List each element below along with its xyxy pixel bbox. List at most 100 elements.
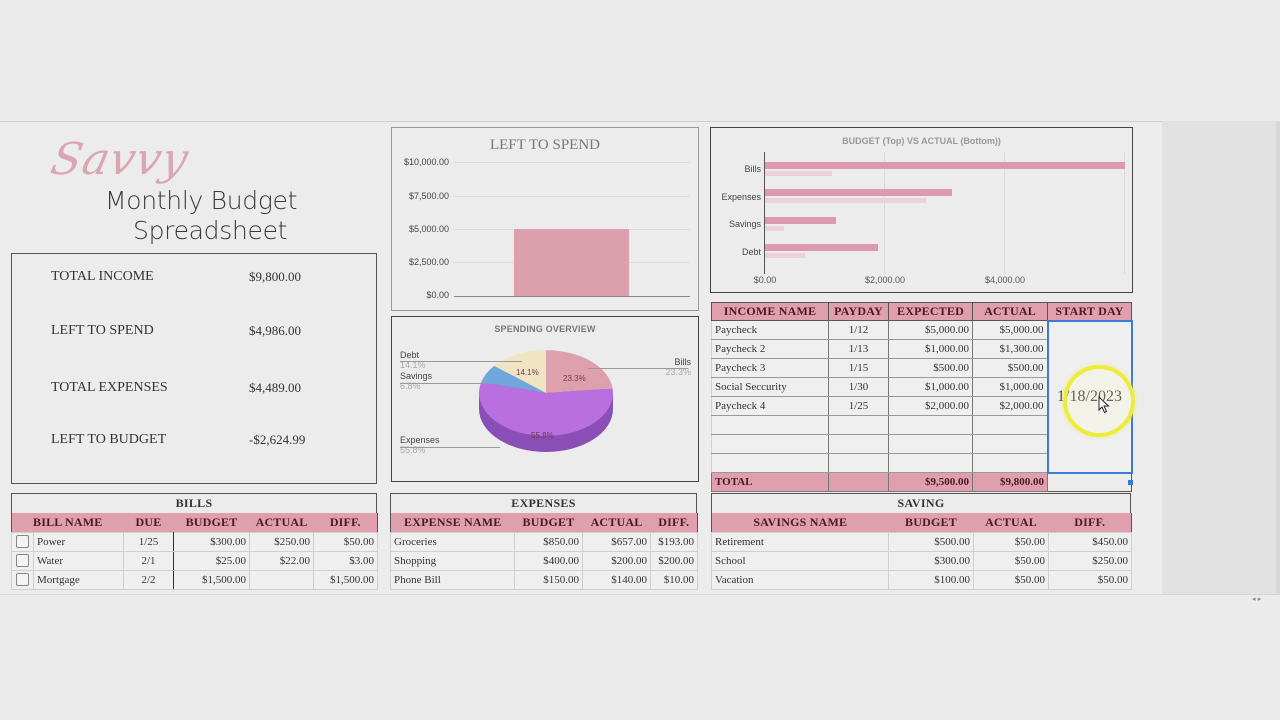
selection-fill-handle[interactable]: [1128, 480, 1133, 485]
col-header-diff[interactable]: DIFF.: [313, 513, 378, 532]
cell-diff[interactable]: $200.00: [650, 550, 698, 571]
cell-payday[interactable]: 1/15: [828, 358, 889, 378]
bar-bills-actual[interactable]: [765, 171, 832, 176]
cell-budget[interactable]: $850.00: [514, 531, 583, 552]
col-header-diff[interactable]: DIFF.: [1048, 513, 1132, 532]
cell-diff[interactable]: $3.00: [313, 550, 379, 571]
cell-payday[interactable]: 1/30: [828, 377, 889, 397]
cell-actual[interactable]: $22.00: [249, 550, 315, 571]
left-to-spend-bar[interactable]: [514, 229, 629, 296]
cell-expense-name[interactable]: Groceries: [390, 531, 515, 552]
cell-actual[interactable]: $50.00: [973, 550, 1049, 571]
col-header-start-day[interactable]: START DAY: [1047, 302, 1132, 321]
vertical-scrollbar[interactable]: [1276, 121, 1280, 594]
cell-expected[interactable]: $2,000.00: [888, 396, 973, 416]
cell-expected[interactable]: $500.00: [888, 358, 973, 378]
paid-checkbox[interactable]: [16, 573, 29, 586]
cell-expected[interactable]: [888, 453, 973, 473]
cell-budget[interactable]: $25.00: [173, 550, 251, 571]
cell-due[interactable]: 2/1: [123, 550, 175, 571]
cell-actual[interactable]: $500.00: [972, 358, 1048, 378]
cell-actual[interactable]: $250.00: [249, 531, 315, 552]
col-header-budget[interactable]: BUDGET: [514, 513, 583, 532]
bar-savings-budget[interactable]: [765, 217, 836, 224]
cell-expense-name[interactable]: Phone Bill: [390, 569, 515, 590]
cell-diff[interactable]: $193.00: [650, 531, 698, 552]
cell-expense-name[interactable]: Shopping: [390, 550, 515, 571]
cell-bill-name[interactable]: Power: [32, 531, 125, 552]
cell-diff[interactable]: $50.00: [1048, 569, 1132, 590]
cell-budget[interactable]: $400.00: [514, 550, 583, 571]
cell-diff[interactable]: $450.00: [1048, 531, 1132, 552]
col-header-expense-name[interactable]: EXPENSE NAME: [390, 513, 515, 532]
cell-actual[interactable]: $1,300.00: [972, 339, 1048, 359]
cell-budget[interactable]: $1,500.00: [173, 569, 251, 590]
col-header-income-name[interactable]: INCOME NAME: [711, 302, 829, 321]
cell-diff[interactable]: $250.00: [1048, 550, 1132, 571]
cell-payday[interactable]: [828, 434, 889, 454]
cell-diff[interactable]: $1,500.00: [313, 569, 379, 590]
cell-actual[interactable]: $1,000.00: [972, 377, 1048, 397]
cell-income-name[interactable]: [711, 415, 829, 435]
cell-actual[interactable]: $2,000.00: [972, 396, 1048, 416]
start-day-cell-selected[interactable]: 1/18/2023: [1046, 319, 1133, 474]
cell-actual[interactable]: [249, 569, 315, 590]
cell-due[interactable]: 2/2: [123, 569, 175, 590]
spending-overview-chart[interactable]: SPENDING OVERVIEW 14.1% 23.3% 55.8% Debt…: [391, 316, 699, 482]
bar-expenses-budget[interactable]: [765, 189, 952, 196]
scroll-arrows-icon[interactable]: ◂ ▸: [1252, 595, 1262, 603]
col-header-actual[interactable]: ACTUAL: [249, 513, 314, 532]
cell-expected[interactable]: [888, 434, 973, 454]
bar-debt-actual[interactable]: [765, 253, 805, 258]
cell-budget[interactable]: $300.00: [888, 550, 974, 571]
cell-actual[interactable]: $5,000.00: [972, 320, 1048, 340]
cell-income-name[interactable]: Social Seccurity: [711, 377, 829, 397]
cell-income-name[interactable]: [711, 434, 829, 454]
cell-payday[interactable]: 1/25: [828, 396, 889, 416]
cell-actual[interactable]: $657.00: [582, 531, 651, 552]
bar-bills-budget[interactable]: [765, 162, 1125, 169]
cell-payday[interactable]: [828, 415, 889, 435]
cell-savings-name[interactable]: School: [711, 550, 889, 571]
budget-vs-actual-chart[interactable]: BUDGET (Top) VS ACTUAL (Bottom)) Bills E…: [710, 127, 1133, 293]
cell-actual[interactable]: $50.00: [973, 569, 1049, 590]
cell-bill-name[interactable]: Mortgage: [32, 569, 125, 590]
col-header-diff[interactable]: DIFF.: [650, 513, 698, 532]
cell-income-name[interactable]: Paycheck 3: [711, 358, 829, 378]
left-to-spend-chart[interactable]: LEFT TO SPEND $10,000.00 $7,500.00 $5,00…: [391, 127, 699, 311]
bar-expenses-actual[interactable]: [765, 198, 926, 203]
col-header-due[interactable]: DUE: [123, 513, 174, 532]
col-header-expected[interactable]: EXPECTED: [888, 302, 973, 321]
cell-actual[interactable]: $50.00: [973, 531, 1049, 552]
cell-expected[interactable]: $1,000.00: [888, 339, 973, 359]
cell-actual[interactable]: [972, 415, 1048, 435]
cell-actual[interactable]: $200.00: [582, 550, 651, 571]
col-header-actual[interactable]: ACTUAL: [973, 513, 1049, 532]
cell-diff[interactable]: $10.00: [650, 569, 698, 590]
paid-checkbox[interactable]: [16, 535, 29, 548]
cell-payday[interactable]: 1/13: [828, 339, 889, 359]
bar-savings-actual[interactable]: [765, 226, 784, 231]
cell-diff[interactable]: $50.00: [313, 531, 379, 552]
cell-savings-name[interactable]: Retirement: [711, 531, 889, 552]
cell-actual[interactable]: [972, 434, 1048, 454]
cell-income-name[interactable]: Paycheck 4: [711, 396, 829, 416]
col-header-budget[interactable]: BUDGET: [888, 513, 974, 532]
col-header-payday[interactable]: PAYDAY: [828, 302, 889, 321]
cell-income-name[interactable]: [711, 453, 829, 473]
cell-budget[interactable]: $300.00: [173, 531, 251, 552]
cell-expected[interactable]: $1,000.00: [888, 377, 973, 397]
cell-payday[interactable]: [828, 453, 889, 473]
cell-budget[interactable]: $500.00: [888, 531, 974, 552]
cell-budget[interactable]: $150.00: [514, 569, 583, 590]
cell-expected[interactable]: [888, 415, 973, 435]
cell-budget[interactable]: $100.00: [888, 569, 974, 590]
cell-expected[interactable]: $5,000.00: [888, 320, 973, 340]
col-header-actual[interactable]: ACTUAL: [582, 513, 651, 532]
cell-savings-name[interactable]: Vacation: [711, 569, 889, 590]
cell-bill-name[interactable]: Water: [32, 550, 125, 571]
cell-income-name[interactable]: Paycheck: [711, 320, 829, 340]
col-header-budget[interactable]: BUDGET: [173, 513, 250, 532]
col-header-actual[interactable]: ACTUAL: [972, 302, 1048, 321]
col-header-bill-name[interactable]: BILL NAME: [11, 513, 124, 532]
